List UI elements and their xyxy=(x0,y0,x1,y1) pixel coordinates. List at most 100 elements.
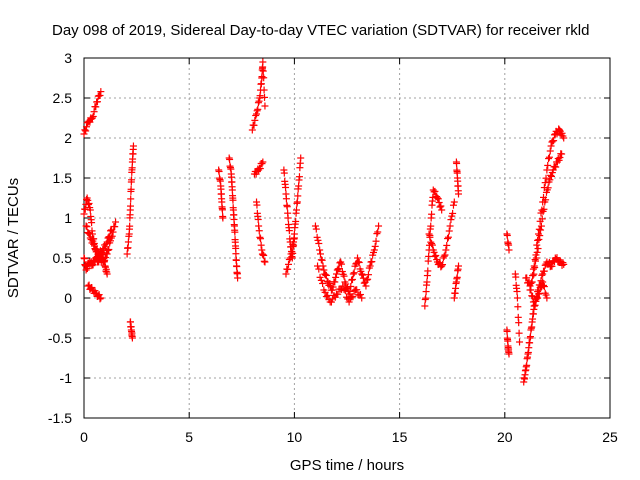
data-point xyxy=(326,280,334,288)
data-point xyxy=(129,142,137,150)
data-point xyxy=(455,262,463,270)
data-point xyxy=(107,226,115,234)
data-point xyxy=(93,245,101,253)
data-point xyxy=(350,269,358,277)
data-point xyxy=(88,219,96,227)
data-point xyxy=(320,266,328,274)
data-point xyxy=(444,233,452,241)
data-point xyxy=(541,179,549,187)
data-point xyxy=(553,254,561,262)
data-point xyxy=(428,210,436,218)
data-point xyxy=(88,114,96,122)
data-point xyxy=(535,235,543,243)
data-point xyxy=(251,116,259,124)
data-point xyxy=(254,99,262,107)
data-point xyxy=(285,260,293,268)
data-point xyxy=(226,155,234,163)
data-point xyxy=(447,216,455,224)
data-point xyxy=(340,285,348,293)
data-point xyxy=(295,182,303,190)
data-point xyxy=(438,206,446,214)
data-point xyxy=(283,203,291,211)
data-point xyxy=(443,241,451,249)
data-point xyxy=(512,273,520,281)
data-point xyxy=(434,195,442,203)
x-tick-label: 25 xyxy=(602,429,618,445)
data-point xyxy=(439,261,447,269)
data-point xyxy=(316,250,324,258)
data-point xyxy=(533,241,541,249)
data-point xyxy=(358,270,366,278)
data-point xyxy=(423,278,431,286)
data-point xyxy=(253,110,261,118)
data-point xyxy=(99,256,107,264)
data-point xyxy=(366,262,374,270)
data-point xyxy=(80,255,88,263)
data-point xyxy=(331,278,339,286)
data-point xyxy=(339,282,347,290)
data-point xyxy=(294,192,302,200)
data-point xyxy=(85,199,93,207)
data-point xyxy=(256,233,264,241)
data-point xyxy=(347,282,355,290)
data-point xyxy=(280,169,288,177)
data-point xyxy=(258,246,266,254)
data-point xyxy=(540,205,548,213)
data-point xyxy=(324,291,332,299)
data-point xyxy=(427,238,435,246)
data-point xyxy=(295,173,303,181)
data-point xyxy=(515,319,523,327)
data-point xyxy=(449,201,457,209)
data-point xyxy=(532,297,540,305)
data-point xyxy=(534,236,542,244)
data-point xyxy=(450,198,458,206)
data-point xyxy=(261,258,269,266)
data-point xyxy=(505,350,513,358)
x-tick-label: 20 xyxy=(497,429,513,445)
data-point xyxy=(85,230,93,238)
data-point xyxy=(285,255,293,263)
data-point xyxy=(324,278,332,286)
data-point xyxy=(355,258,363,266)
data-point xyxy=(255,227,263,235)
data-point xyxy=(545,155,553,163)
data-point xyxy=(529,292,537,300)
data-point xyxy=(253,107,261,115)
data-point xyxy=(539,278,547,286)
data-point xyxy=(256,165,264,173)
data-point xyxy=(362,282,370,290)
data-point xyxy=(346,287,354,295)
data-point xyxy=(93,98,101,106)
data-point xyxy=(282,183,290,191)
data-point xyxy=(536,232,544,240)
data-point xyxy=(526,333,534,341)
data-point xyxy=(231,228,239,236)
axis-ticks: 0 5 10 15 20 25 -1.5 -1 -0.5 0 0.5 1 1.5 2 2.5 3 xyxy=(48,50,618,445)
data-point xyxy=(258,160,266,168)
data-point xyxy=(103,238,111,246)
data-point xyxy=(542,291,550,299)
data-point xyxy=(444,235,452,243)
data-point xyxy=(363,276,371,284)
data-point xyxy=(422,294,430,302)
data-point xyxy=(445,227,453,235)
data-point xyxy=(336,259,344,267)
data-point xyxy=(505,246,513,254)
data-point xyxy=(354,254,362,262)
data-point xyxy=(546,147,554,155)
data-point xyxy=(85,229,93,237)
data-point xyxy=(90,108,98,116)
data-point xyxy=(106,233,114,241)
data-point xyxy=(319,279,327,287)
data-point xyxy=(92,103,100,111)
data-point xyxy=(371,242,379,250)
data-point xyxy=(453,273,461,281)
data-point xyxy=(529,271,537,279)
x-tick-label: 15 xyxy=(392,429,408,445)
data-point xyxy=(537,222,545,230)
data-point xyxy=(255,166,263,174)
data-point xyxy=(530,302,538,310)
data-point xyxy=(432,251,440,259)
data-point xyxy=(254,105,262,113)
